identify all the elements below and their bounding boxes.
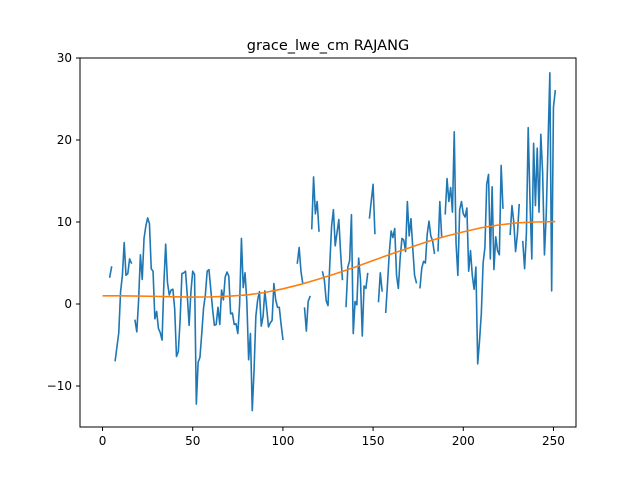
raw-series-segment-15 bbox=[521, 71, 557, 292]
series-layer bbox=[102, 71, 557, 412]
chart-title: grace_lwe_cm RAJANG bbox=[247, 38, 409, 54]
x-tick-label-250: 250 bbox=[542, 434, 565, 448]
y-tick-label--10: −10 bbox=[47, 379, 72, 393]
axes-layer: 0 50 100 150 200 250 −10 0 10 20 30 bbox=[47, 51, 577, 448]
x-tick-label-150: 150 bbox=[362, 434, 385, 448]
raw-series-segment-12 bbox=[437, 200, 443, 252]
x-tick-label-0: 0 bbox=[99, 434, 107, 448]
trend-series-line bbox=[102, 220, 556, 298]
raw-series-segment-10 bbox=[384, 200, 418, 314]
raw-series-segment-2 bbox=[134, 217, 284, 412]
raw-series-segment-3 bbox=[296, 246, 304, 285]
raw-series-segment-11 bbox=[419, 220, 436, 289]
y-tick-label-30: 30 bbox=[57, 51, 72, 65]
y-tick-label-10: 10 bbox=[57, 215, 72, 229]
raw-series-segment-8 bbox=[368, 183, 376, 235]
plot-frame bbox=[79, 57, 577, 428]
raw-series-segment-14 bbox=[509, 203, 521, 253]
raw-series-segment-9 bbox=[377, 272, 383, 303]
y-tick-label-20: 20 bbox=[57, 133, 72, 147]
raw-series-segment-13 bbox=[444, 131, 504, 365]
x-tick-label-200: 200 bbox=[452, 434, 475, 448]
x-tick-label-50: 50 bbox=[185, 434, 200, 448]
raw-series-segment-7 bbox=[345, 213, 369, 337]
x-tick-label-100: 100 bbox=[271, 434, 294, 448]
raw-series-segment-5 bbox=[310, 176, 320, 232]
raw-series-segment-4 bbox=[303, 295, 311, 332]
raw-series-segment-0 bbox=[108, 266, 113, 278]
y-tick-label-0: 0 bbox=[64, 297, 72, 311]
raw-series-segment-6 bbox=[321, 208, 344, 307]
raw-series-segment-1 bbox=[114, 241, 133, 362]
